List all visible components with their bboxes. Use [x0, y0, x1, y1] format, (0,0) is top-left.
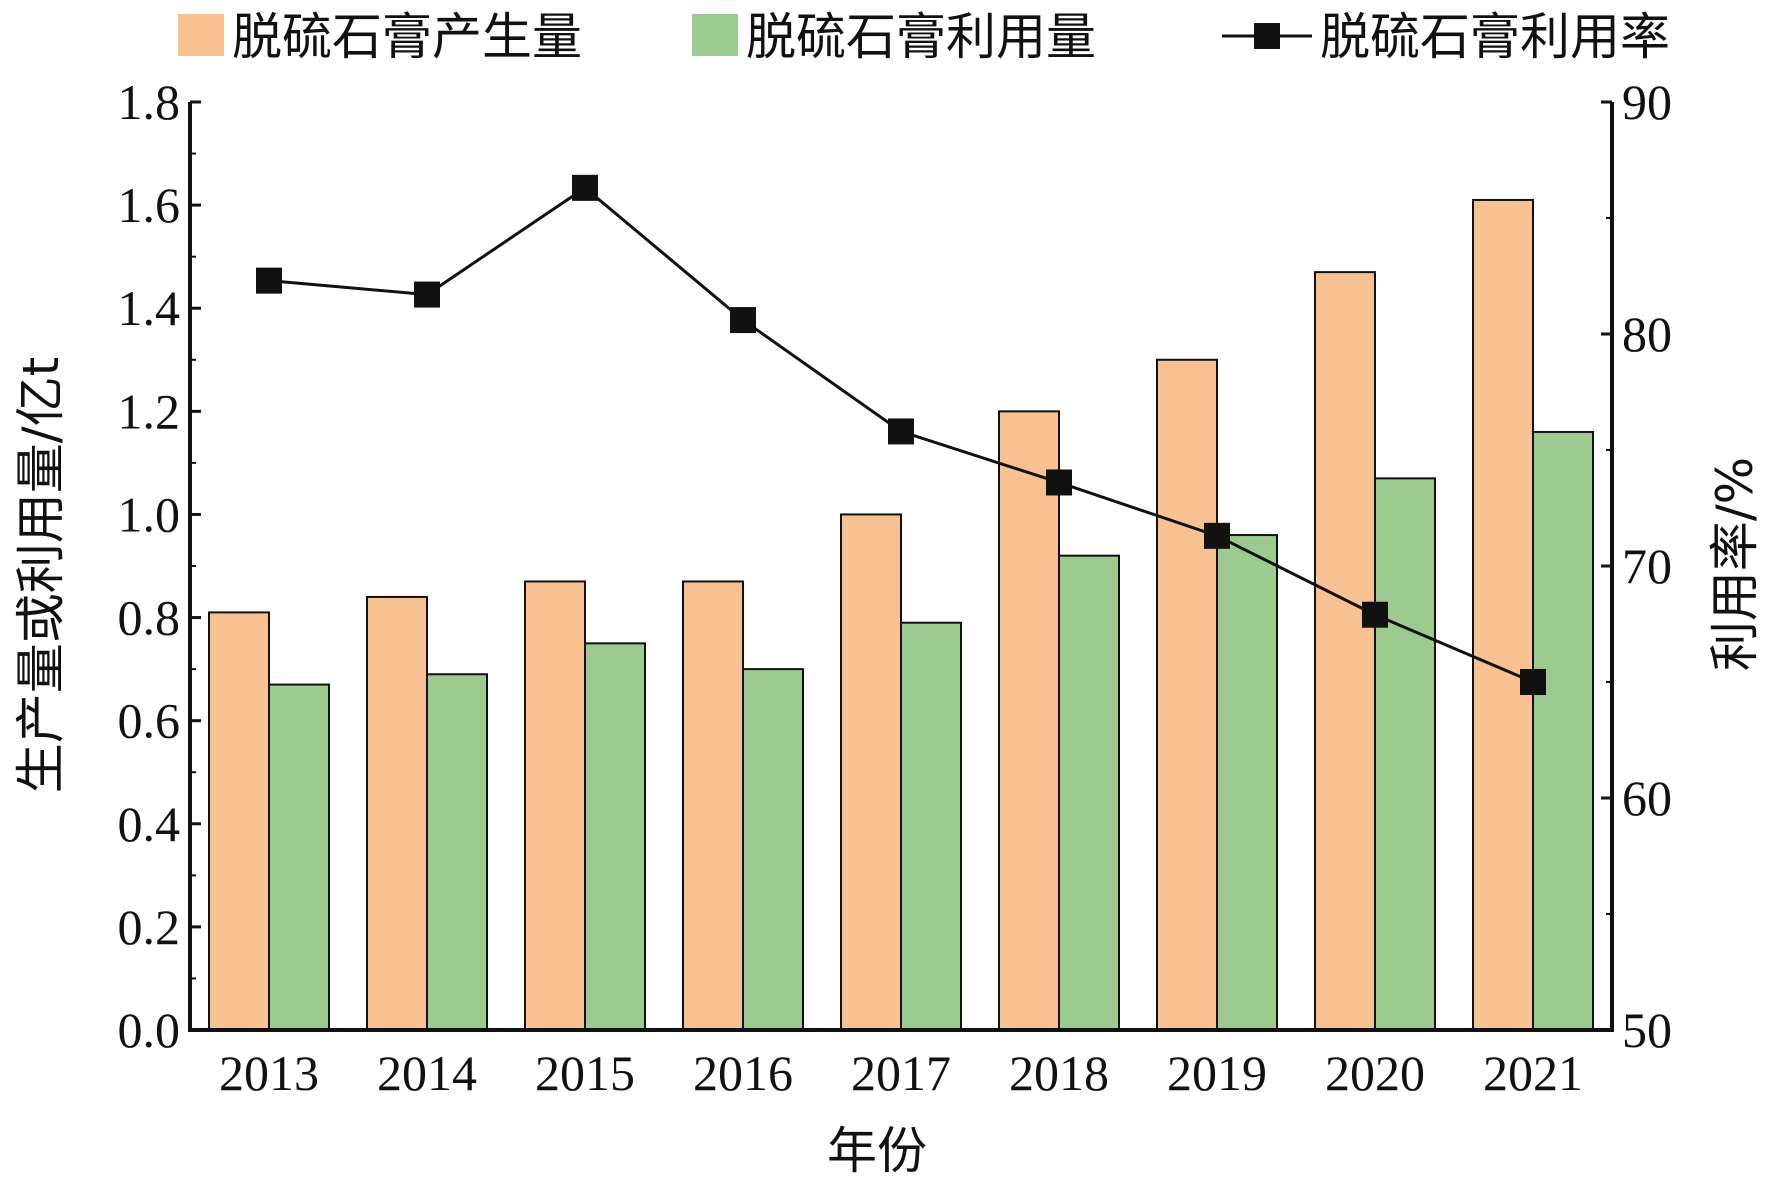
bar-utilization-2014: [426, 673, 488, 1031]
x-tick-label: 2019: [1167, 1045, 1267, 1101]
legend-swatch-production: [178, 14, 224, 56]
y2-tick-label: 60: [1622, 770, 1672, 826]
bar-utilization-2019: [1216, 534, 1278, 1031]
bar-production-2013: [208, 611, 270, 1032]
x-axis-title: 年份: [827, 1122, 927, 1180]
rate-marker-2017: [888, 418, 914, 445]
rate-marker-2015: [572, 174, 598, 201]
rate-marker-2016: [730, 307, 756, 334]
y-tick-label: 1.2: [118, 383, 181, 439]
bar-production-2021: [1472, 198, 1534, 1031]
y-tick-label: 0.6: [118, 693, 181, 749]
bar-utilization-2016: [742, 668, 804, 1031]
bar-production-2014: [366, 595, 428, 1032]
bar-utilization-2018: [1058, 554, 1120, 1031]
legend-item-rate: 脱硫石膏利用率: [1222, 8, 1670, 66]
bar-production-2016: [682, 580, 744, 1031]
y2-tick-label: 90: [1622, 74, 1672, 130]
bar-utilization-2015: [584, 642, 646, 1031]
x-tick-label: 2014: [377, 1045, 477, 1101]
y2-axis-title: 利用率/%: [1706, 457, 1764, 671]
rate-marker-2020: [1362, 601, 1388, 628]
legend-item-utilization: 脱硫石膏利用量: [692, 8, 1096, 66]
y-tick-label: 1.4: [118, 280, 181, 336]
bar-utilization-2020: [1374, 477, 1436, 1032]
bar-utilization-2017: [900, 621, 962, 1031]
bars-layer: [208, 198, 1594, 1032]
bar-production-2018: [998, 410, 1060, 1032]
legend-marker-rate: [1254, 23, 1280, 49]
bar-production-2015: [524, 580, 586, 1031]
y-axis-title: 生产量或利用量/亿t: [12, 357, 70, 793]
legend-item-production: 脱硫石膏产生量: [178, 8, 582, 66]
legend-label-rate: 脱硫石膏利用率: [1320, 8, 1670, 66]
y2-tick-label: 50: [1622, 1002, 1672, 1058]
x-tick-label: 2021: [1483, 1045, 1583, 1101]
rate-marker-2021: [1520, 669, 1546, 695]
y-tick-label: 0.8: [118, 590, 181, 646]
x-tick-label: 2020: [1325, 1045, 1425, 1101]
y2-tick-label: 80: [1622, 306, 1672, 362]
y-tick-label: 1.0: [118, 486, 181, 542]
legend-label-production: 脱硫石膏产生量: [232, 8, 582, 66]
x-tick-label: 2017: [851, 1045, 951, 1101]
bar-production-2017: [840, 513, 902, 1031]
legend-swatch-utilization: [692, 14, 738, 56]
rate-marker-2013: [256, 267, 282, 294]
y-tick-label: 0.2: [118, 899, 181, 955]
rate-marker-2018: [1046, 469, 1072, 496]
legend-label-utilization: 脱硫石膏利用量: [746, 8, 1096, 66]
x-tick-label: 2016: [693, 1045, 793, 1101]
legend: 脱硫石膏产生量 脱硫石膏利用量 脱硫石膏利用率: [178, 8, 1670, 66]
bar-utilization-2013: [268, 683, 330, 1031]
x-tick-label: 2013: [219, 1045, 319, 1101]
y-tick-label: 1.6: [118, 177, 181, 233]
bar-production-2020: [1314, 271, 1376, 1031]
y-tick-label: 1.8: [118, 74, 181, 130]
y2-tick-label: 70: [1622, 538, 1672, 594]
x-tick-label: 2018: [1009, 1045, 1109, 1101]
x-tick-label: 2015: [535, 1045, 635, 1101]
y-tick-label: 0.4: [118, 796, 181, 852]
bar-production-2019: [1156, 358, 1218, 1031]
bar-utilization-2021: [1532, 430, 1594, 1031]
rate-marker-2019: [1204, 522, 1230, 549]
y-tick-label: 0.0: [118, 1002, 181, 1058]
axes-layer: 0.0 0.2 0.4 0.6 0.8 1.0 1.2 1.4 1.6 1.8 50 60 70 80 90…: [118, 74, 1673, 1101]
rate-line-layer: [256, 174, 1546, 695]
rate-marker-2014: [414, 281, 440, 308]
